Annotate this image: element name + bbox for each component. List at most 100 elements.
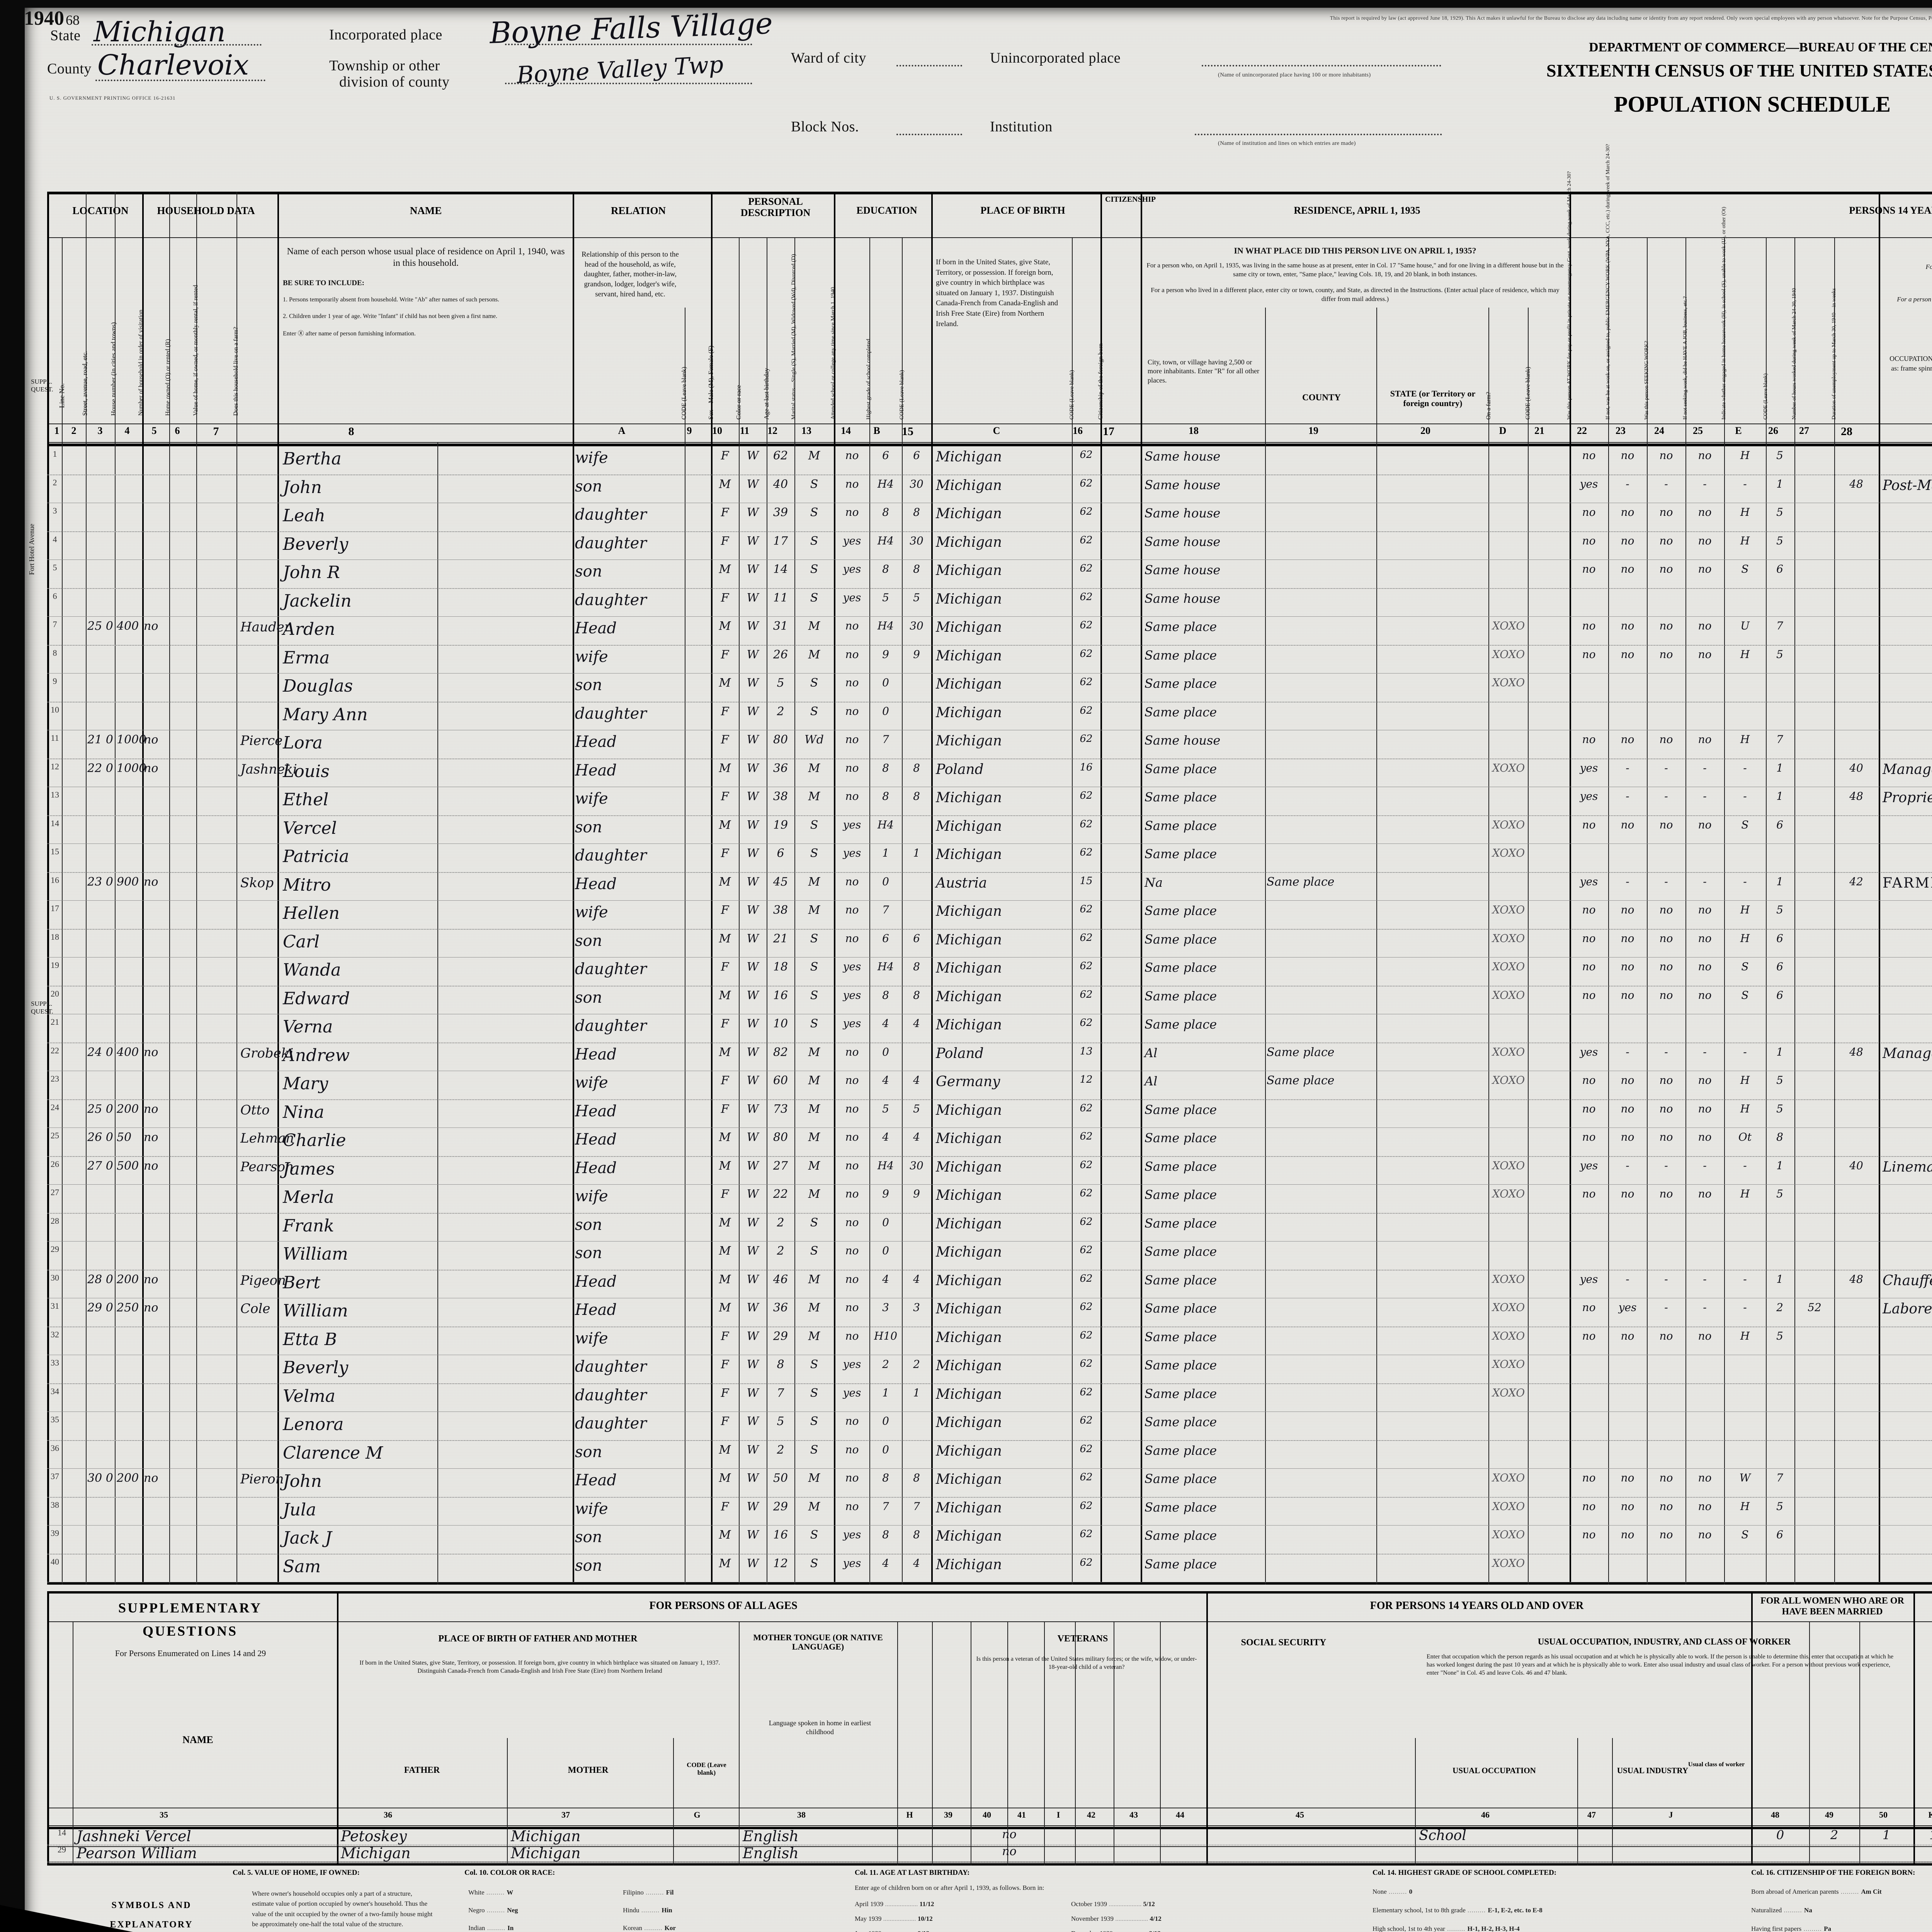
cell-c23: no — [1659, 818, 1673, 831]
cell-relation: son — [575, 563, 602, 580]
cell-age: 45 — [773, 875, 788, 889]
cell-age: 27 — [773, 1159, 788, 1173]
cell-res20: XOXO — [1492, 903, 1525, 916]
cell-marital: S — [810, 1358, 818, 1371]
note-item: Hindu ......... Hin — [623, 1906, 672, 1914]
cell-birth: Michigan — [936, 1471, 1002, 1487]
cell-sex: F — [721, 790, 729, 803]
cell-gradeB: 4 — [913, 1131, 920, 1143]
cell-c27: 40 — [1849, 761, 1863, 774]
cell-age: 29 — [773, 1329, 788, 1343]
cell-race: W — [747, 818, 759, 832]
cell-birth: Michigan — [936, 960, 1002, 976]
supp-column-number: 49 — [1825, 1810, 1833, 1820]
cell-house: 30 0 — [87, 1471, 113, 1485]
cell-c21: no — [1582, 1301, 1596, 1314]
cell-c24: no — [1698, 1500, 1712, 1513]
cell-marital: M — [808, 619, 820, 633]
cell-age: 26 — [773, 648, 788, 662]
cell-cE: 6 — [1776, 960, 1783, 973]
cell-c25: H — [1740, 1500, 1750, 1513]
cell-school: yes — [843, 1528, 861, 1541]
cell-age: 16 — [773, 988, 788, 1002]
cell-occ: Laborer — [1883, 1301, 1932, 1317]
cell-race: W — [747, 1244, 759, 1258]
cell-citC: 62 — [1080, 1556, 1093, 1568]
cell-race: W — [747, 591, 759, 605]
cell-birth: Michigan — [936, 534, 1002, 550]
cell-school: no — [845, 1415, 859, 1427]
cell-marital: S — [810, 1017, 818, 1031]
cell-sex: M — [719, 932, 731, 946]
cell-birth: Michigan — [936, 1131, 1002, 1146]
cell-marital: M — [808, 1272, 820, 1286]
supp-column-number: 47 — [1587, 1810, 1596, 1820]
cell-own: no — [144, 1045, 158, 1059]
cell-line: 39 — [51, 1528, 59, 1538]
cell-school: yes — [843, 960, 861, 973]
cell-grade: 0 — [882, 875, 889, 888]
cell-res20: XOXO — [1492, 818, 1525, 831]
cell-own: no — [144, 875, 158, 889]
note-item-label: Negro — [468, 1906, 485, 1914]
cell-c21: no — [1582, 1102, 1596, 1115]
cell-res: Same place — [1145, 932, 1217, 947]
cell-c27: 48 — [1849, 1272, 1863, 1286]
cell-c24: no — [1698, 563, 1712, 575]
hdr-own-rent: Home owned (O) or rented (R) — [165, 339, 171, 416]
cell-line: 6 — [53, 591, 57, 601]
cell-c24: - — [1703, 1301, 1707, 1314]
cell-res: Same place — [1145, 847, 1217, 861]
cell-cE: 7 — [1776, 619, 1783, 632]
cell-sex: M — [719, 761, 731, 775]
cell-age: 21 — [773, 932, 788, 946]
cell-c21: yes — [1580, 761, 1598, 774]
cell-grade: 8 — [882, 1471, 889, 1484]
cell-school: yes — [843, 563, 861, 575]
schedule-title: POPULATION SCHEDULE — [1614, 92, 1891, 117]
cell-c23: - — [1664, 477, 1668, 490]
column-number: 12 — [767, 425, 777, 436]
cell-c23: no — [1659, 932, 1673, 945]
supp-column-number: 38 — [797, 1810, 806, 1820]
cell-res: Same place — [1145, 1301, 1217, 1316]
cell-relation: Head — [575, 1471, 617, 1489]
cell-c22: no — [1621, 1471, 1634, 1484]
row-separator — [47, 1525, 1932, 1526]
cell-school: yes — [843, 534, 861, 547]
hdr-household-order: Number of household in order of visitati… — [138, 310, 144, 416]
cell-res2: Same place — [1267, 875, 1335, 889]
cell-citC: 62 — [1080, 1471, 1093, 1483]
group-citizenship: CITIZENSHIP — [1105, 195, 1156, 204]
cell-occ: Lineman — [1883, 1159, 1932, 1175]
cell-c24: no — [1698, 988, 1712, 1002]
note-item-label: Naturalized — [1751, 1906, 1782, 1914]
cell-c22: - — [1626, 477, 1629, 490]
cell-given: Wanda — [283, 960, 341, 980]
note-dots: ......... — [1782, 1906, 1804, 1914]
cell-res2: Same place — [1267, 1074, 1335, 1087]
county-value: Charlevoix — [97, 49, 249, 81]
cell-marital: S — [810, 563, 818, 576]
cell-gradeB: 7 — [913, 1500, 920, 1513]
supp-usual-occ-note: Enter that occupation which the person r… — [1427, 1653, 1894, 1676]
cell-gradeB: 1 — [913, 847, 920, 859]
supp-column-number: 50 — [1879, 1810, 1888, 1820]
supp-cell-N: 1 — [1917, 1828, 1932, 1842]
cell-gradeB: 30 — [910, 534, 923, 547]
col5-title: Col. 5. VALUE OF HOME, IF OWNED: — [233, 1869, 360, 1877]
cell-cE: 1 — [1776, 1045, 1783, 1058]
cell-c23: - — [1664, 875, 1668, 888]
cell-marital: M — [808, 903, 820, 917]
cell-relation: Head — [575, 875, 617, 893]
cell-citC: 62 — [1080, 704, 1093, 716]
cell-birth: Michigan — [936, 449, 1002, 465]
supp-cell-vet: no — [1002, 1845, 1017, 1858]
col11-dots: .................... — [1107, 1900, 1143, 1908]
cell-relation: Head — [575, 733, 617, 751]
cell-occ: Manager — [1883, 1045, 1932, 1061]
hdr-attended-school: Attended school or college any time sinc… — [830, 287, 836, 420]
cell-res20: XOXO — [1492, 960, 1525, 973]
cell-birth: Michigan — [936, 733, 1002, 749]
cell-grade: 4 — [882, 1131, 889, 1143]
